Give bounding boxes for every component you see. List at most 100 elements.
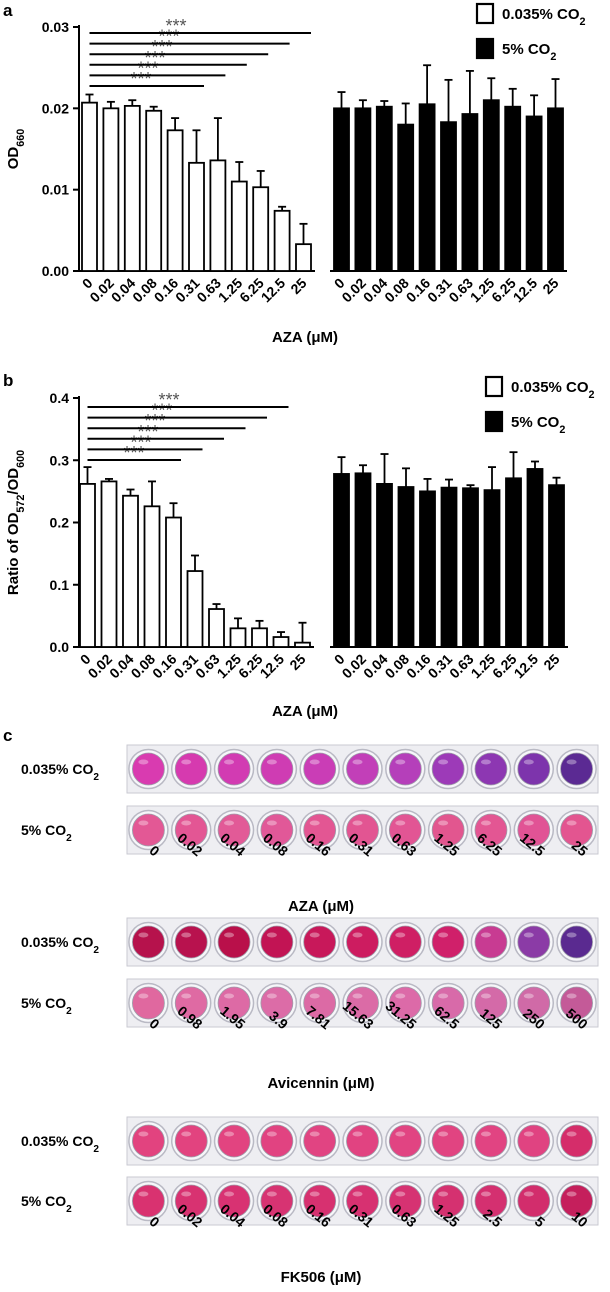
well-highlight [266,932,277,938]
well [346,1124,379,1158]
bar [295,243,312,272]
well [560,925,593,959]
significance-label: *** [144,411,165,431]
y-axis-title: Ratio of OD572/OD600 [5,450,27,595]
bar [186,570,204,648]
well [560,813,593,847]
well [217,1184,251,1218]
legend: 0.035% CO2 5% CO2 [484,375,595,436]
well-highlight [480,1131,491,1137]
well [217,752,251,786]
well [303,813,337,847]
well-highlight [138,1131,149,1137]
well [431,752,465,786]
x-axis-title: AZA (μM) [272,329,338,346]
well-highlight [438,993,449,999]
well [474,752,508,786]
well [132,925,165,959]
well-highlight [352,993,363,999]
bar [122,494,139,648]
x-tick-label: 25 [539,275,561,297]
significance-label: *** [130,69,151,89]
well-highlight [480,759,491,765]
well-highlight [138,1191,149,1197]
significance-label: *** [158,390,179,410]
well [260,986,294,1020]
well [260,813,294,847]
bar [504,105,522,272]
well-highlight [395,993,406,999]
well-highlight [181,1131,192,1137]
bar [79,483,96,648]
well [517,986,551,1020]
bar [375,105,393,272]
row-label: 5% CO2 [21,822,72,844]
well-highlight [224,932,235,938]
well [132,813,165,847]
well [303,1124,337,1158]
well-highlight [566,993,577,999]
well [560,1184,593,1218]
well [174,1184,208,1218]
well-highlight [266,1191,277,1197]
well [260,752,294,786]
bar [165,516,182,648]
well [517,752,551,786]
well-highlight [438,1131,449,1137]
y-tick-label: 0.01 [42,182,69,198]
row-label: 5% CO2 [21,1193,72,1215]
well-highlight [438,932,449,938]
well-highlight [138,932,149,938]
legend-label: 5% CO2 [502,41,556,63]
well [346,1184,379,1218]
well [517,813,551,847]
bar [208,608,225,648]
well-highlight [352,820,363,826]
well-highlight [138,759,149,765]
plate-row: 0.035% CO2 [21,744,599,794]
bar [440,486,458,648]
legend-label: 0.035% CO2 [511,379,595,401]
well [303,925,337,959]
panel-label: c [3,726,12,745]
well [388,986,422,1020]
bar [483,489,501,648]
well [517,1184,551,1218]
bar [547,107,564,272]
well [260,1184,294,1218]
panel-label: b [3,371,13,390]
significance-brackets: ****************** [89,16,311,89]
well-highlight [309,759,320,765]
well-highlight [523,820,534,826]
well [346,986,379,1020]
bar [354,472,372,648]
bar [397,486,415,648]
bar [525,115,543,272]
y-axis-title: OD660 [5,129,27,170]
y-tick-label: 0.00 [42,263,69,279]
well-highlight [566,1191,577,1197]
well-highlight [480,820,491,826]
well [474,986,508,1020]
well [217,925,251,959]
x-tick-label: 25 [286,651,308,673]
bar [273,209,291,272]
x-tick-label: 12.5 [510,275,541,306]
chart-panel-b: b 0.0 0.1 0.2 0.3 0.4 Ratio of OD572/OD600 00.0… [3,371,595,720]
well [474,1184,508,1218]
row-label: 0.035% CO2 [21,761,99,783]
well-highlight [266,1131,277,1137]
bar [209,159,227,272]
well [217,1124,251,1158]
bar [462,487,479,648]
plate-x-title: Avicennin (μM) [268,1075,375,1092]
well [174,1124,208,1158]
significance-label: *** [123,443,144,463]
bar [440,121,457,272]
well [132,752,165,786]
x-axis-title: AZA (μM) [272,703,338,720]
